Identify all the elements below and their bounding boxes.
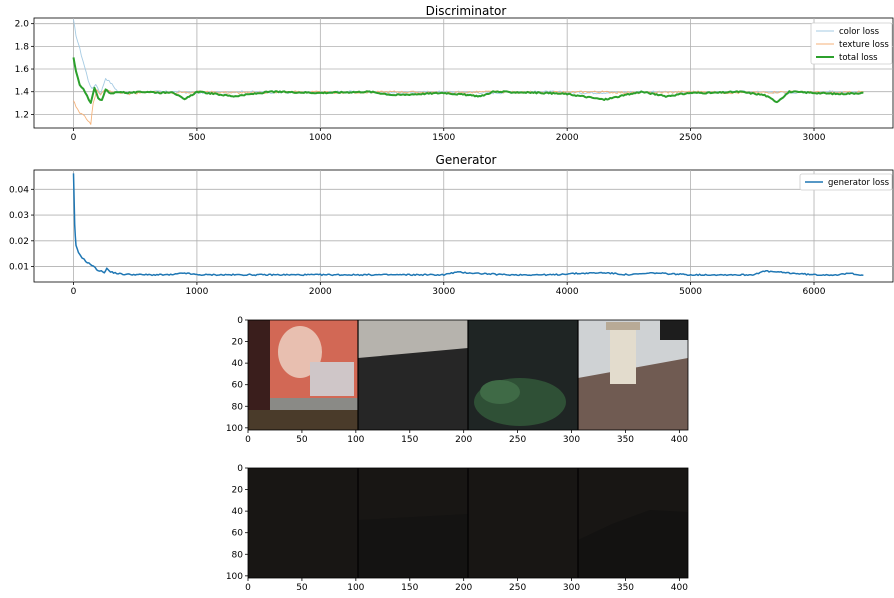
x-tick-label: 200	[455, 583, 472, 593]
output-faint-shape	[578, 510, 688, 578]
discriminator-chart: Discriminator 0 500 1000 1500 2000 2500 3000 1.…	[15, 4, 894, 143]
output-image-strip: 0 50 100 150 200 250 300 350 400 0 20 40 60 80 100	[226, 464, 689, 593]
rooftop-tiles	[578, 358, 688, 430]
y-tick-label: 20	[232, 486, 244, 496]
x-tick-label: 200	[455, 435, 472, 445]
rooftop-dark-corner	[660, 320, 688, 340]
y-tick-label: 60	[232, 381, 244, 391]
discriminator-plot-area	[33, 17, 894, 129]
x-tick-label: 0	[245, 583, 251, 593]
x-tick-label: 400	[671, 583, 688, 593]
x-tick-label: 4000	[556, 287, 579, 297]
y-tick-label: 20	[232, 338, 244, 348]
x-tick-label: 100	[347, 583, 364, 593]
x-tick-label: 1000	[185, 287, 208, 297]
x-tick-label: 50	[296, 583, 308, 593]
foliage-leaves	[480, 380, 520, 404]
legend-generator-loss-label: generator loss	[828, 178, 890, 188]
y-tick-label: 100	[226, 572, 243, 582]
x-tick-label: 2000	[309, 287, 332, 297]
x-tick-label: 6000	[803, 287, 826, 297]
chimney-cap	[606, 322, 640, 330]
series-line-total-loss	[72, 57, 864, 104]
x-tick-label: 3000	[803, 133, 826, 143]
x-tick-label: 0	[245, 435, 251, 445]
x-tick-label: 250	[509, 435, 526, 445]
y-tick-label: 1.2	[15, 110, 29, 120]
generator-grid	[34, 170, 893, 282]
x-tick-label: 100	[347, 435, 364, 445]
x-tick-label: 300	[563, 435, 580, 445]
legend-box	[810, 22, 893, 65]
panel-dividers	[357, 468, 579, 578]
image-strip-ticks: 0 50 100 150 200 250 300 350 400 0 20 40 60 80 100	[226, 316, 688, 445]
y-tick-label: 0.02	[9, 237, 29, 247]
magazine-text-block	[310, 362, 354, 396]
generator-legend: generator loss	[799, 173, 893, 191]
x-tick-label: 1000	[309, 133, 332, 143]
y-tick-label: 0	[237, 464, 243, 474]
magazine-bottom-strip	[270, 398, 358, 410]
generator-ticks: 0 1000 2000 3000 4000 5000 6000 0.01 0.02 0.03 0.0…	[9, 185, 826, 297]
x-tick-label: 0	[71, 133, 77, 143]
y-tick-label: 0.04	[9, 185, 29, 195]
generator-plot-area	[33, 169, 894, 283]
wall-shadow-edge	[358, 348, 468, 430]
x-tick-label: 1500	[432, 133, 455, 143]
generator-title: Generator	[436, 153, 497, 167]
chimney	[610, 328, 636, 384]
x-tick-label: 250	[509, 583, 526, 593]
y-tick-label: 0.03	[9, 211, 29, 221]
input-image-strip: 0 50 100 150 200 250 300 350 400 0 20 40 60 80 100	[226, 316, 689, 445]
x-tick-label: 150	[401, 583, 418, 593]
y-tick-label: 80	[232, 402, 244, 412]
x-tick-label: 400	[671, 435, 688, 445]
discriminator-grid	[34, 18, 893, 128]
y-tick-label: 0	[237, 316, 243, 326]
x-tick-label: 300	[563, 583, 580, 593]
y-tick-label: 80	[232, 550, 244, 560]
y-tick-label: 40	[232, 507, 244, 517]
discriminator-ticks: 0 500 1000 1500 2000 2500 3000 1.2 1.4 1.6 1.8 2.0	[15, 20, 826, 143]
series-line-generator-loss	[72, 173, 864, 277]
magazine-shadow	[248, 410, 358, 430]
y-tick-label: 100	[226, 424, 243, 434]
generator-series	[72, 173, 864, 277]
legend-box	[799, 173, 893, 191]
x-tick-label: 350	[617, 435, 634, 445]
x-tick-label: 150	[401, 435, 418, 445]
generator-chart: Generator 0 1000 2000 3000 4000 5000 60000.010…	[9, 153, 894, 297]
x-tick-label: 2000	[556, 133, 579, 143]
x-tick-label: 50	[296, 435, 308, 445]
x-tick-label: 350	[617, 583, 634, 593]
x-tick-label: 3000	[432, 287, 455, 297]
legend-total-loss-label: total loss	[839, 53, 878, 63]
y-tick-label: 1.8	[15, 42, 30, 52]
x-tick-label: 5000	[679, 287, 702, 297]
y-tick-label: 1.4	[15, 88, 30, 98]
y-tick-label: 0.01	[9, 263, 29, 273]
discriminator-series	[72, 19, 864, 125]
y-tick-label: 2.0	[15, 20, 30, 30]
y-tick-label: 1.6	[15, 65, 30, 75]
panel-dividers	[357, 320, 579, 430]
discriminator-legend: color loss texture loss total loss	[810, 22, 893, 65]
series-line-texture-loss	[73, 89, 864, 125]
x-tick-label: 0	[71, 287, 77, 297]
y-tick-label: 60	[232, 529, 244, 539]
legend-color-loss-label: color loss	[839, 27, 880, 37]
output-faint-shape	[358, 514, 468, 578]
legend-texture-loss-label: texture loss	[839, 40, 889, 50]
x-tick-label: 2500	[679, 133, 702, 143]
y-tick-label: 40	[232, 359, 244, 369]
discriminator-title: Discriminator	[426, 4, 507, 18]
image-strip-ticks: 0 50 100 150 200 250 300 350 400 0 20 40 60 80 100	[226, 464, 688, 593]
x-tick-label: 500	[188, 133, 205, 143]
